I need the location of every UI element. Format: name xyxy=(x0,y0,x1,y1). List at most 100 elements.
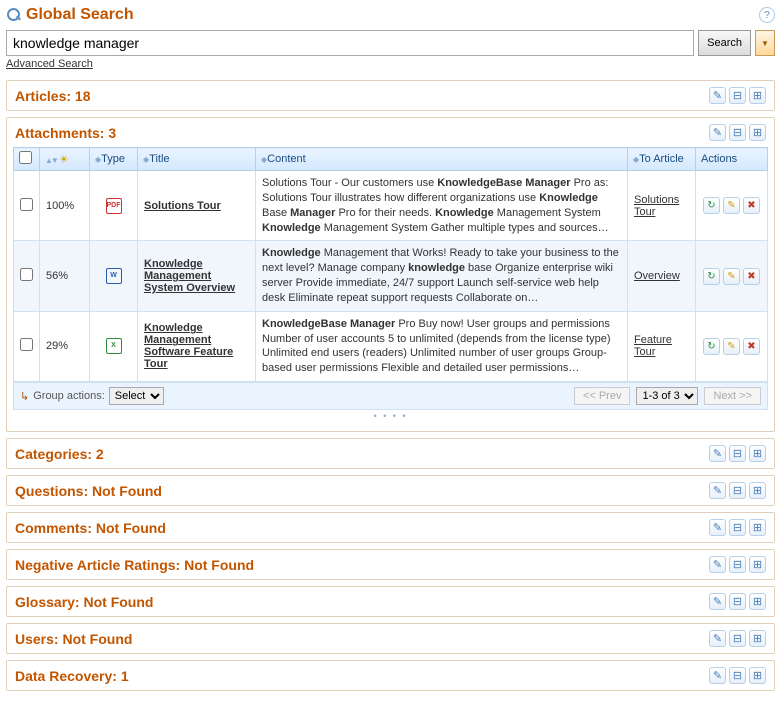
delete-icon[interactable]: ✖ xyxy=(743,268,760,285)
section: Data Recovery: 1 ✎⊟⊞ xyxy=(6,660,775,691)
section-collapse-icon[interactable]: ⊟ xyxy=(729,124,746,141)
section-title: Glossary: Not Found xyxy=(15,594,153,610)
section-title-articles: Articles: 18 xyxy=(15,88,90,104)
col-type[interactable]: ◆Type xyxy=(90,148,138,171)
section-actions: ✎⊟⊞ xyxy=(709,482,766,499)
section-collapse-icon[interactable]: ⊟ xyxy=(729,482,746,499)
section-edit-icon[interactable]: ✎ xyxy=(709,482,726,499)
row-checkbox[interactable] xyxy=(20,338,33,351)
section: Negative Article Ratings: Not Found✎⊟⊞ xyxy=(6,549,775,580)
search-button[interactable]: Search xyxy=(698,30,751,56)
section-collapse-icon[interactable]: ⊟ xyxy=(729,87,746,104)
edit-icon[interactable]: ✎ xyxy=(723,268,740,285)
section-actions: ✎⊟⊞ xyxy=(709,519,766,536)
section-edit-icon[interactable]: ✎ xyxy=(709,87,726,104)
search-dropdown-button[interactable]: ▼ xyxy=(755,30,775,56)
section-title: Data Recovery: 1 xyxy=(15,668,129,684)
refresh-icon[interactable]: ↻ xyxy=(703,197,720,214)
cell-relevance: 100% xyxy=(40,171,90,241)
pager-next[interactable]: Next >> xyxy=(704,387,761,405)
table-footer: ↳ Group actions: Select << Prev 1-3 of 3… xyxy=(13,382,768,410)
refresh-icon[interactable]: ↻ xyxy=(703,338,720,355)
page-title: Global Search xyxy=(26,6,134,24)
pdf-file-icon: PDF xyxy=(106,198,122,214)
section-expand-icon[interactable]: ⊞ xyxy=(749,556,766,573)
edit-icon[interactable]: ✎ xyxy=(723,197,740,214)
section-expand-icon[interactable]: ⊞ xyxy=(749,124,766,141)
section-actions: ✎⊟⊞ xyxy=(709,124,766,141)
section-edit-icon[interactable]: ✎ xyxy=(709,593,726,610)
section: Questions: Not Found ✎⊟⊞ xyxy=(6,475,775,506)
to-article-link[interactable]: Feature Tour xyxy=(634,334,672,358)
section-edit-icon[interactable]: ✎ xyxy=(709,445,726,462)
cell-relevance: 56% xyxy=(40,241,90,311)
pager-prev[interactable]: << Prev xyxy=(574,387,631,405)
section-collapse-icon[interactable]: ⊟ xyxy=(729,519,746,536)
help-icon[interactable]: ? xyxy=(759,7,775,23)
section-title: Questions: Not Found xyxy=(15,483,162,499)
section-title: Users: Not Found xyxy=(15,631,132,647)
section: Users: Not Found ✎⊟⊞ xyxy=(6,623,775,654)
section-actions: ✎⊟⊞ xyxy=(709,556,766,573)
section-collapse-icon[interactable]: ⊟ xyxy=(729,556,746,573)
section-expand-icon[interactable]: ⊞ xyxy=(749,519,766,536)
section-collapse-icon[interactable]: ⊟ xyxy=(729,630,746,647)
select-all-checkbox[interactable] xyxy=(19,151,32,164)
advanced-search-link[interactable]: Advanced Search xyxy=(6,58,93,70)
section-expand-icon[interactable]: ⊞ xyxy=(749,482,766,499)
row-title-link[interactable]: Knowledge Management Software Feature To… xyxy=(144,322,233,370)
cell-relevance: 29% xyxy=(40,311,90,381)
col-relevance[interactable]: ▲▼☀ xyxy=(40,148,90,171)
section-actions: ✎⊟⊞ xyxy=(709,667,766,684)
section-expand-icon[interactable]: ⊞ xyxy=(749,630,766,647)
attachments-table: ▲▼☀ ◆Type ◆Title ◆Content ◆To Article Ac… xyxy=(13,147,768,382)
refresh-icon[interactable]: ↻ xyxy=(703,268,720,285)
search-icon xyxy=(6,7,22,23)
section-edit-icon[interactable]: ✎ xyxy=(709,667,726,684)
resize-grip[interactable]: • • • • xyxy=(13,410,768,427)
section-title-attachments: Attachments: 3 xyxy=(15,125,116,141)
section: Glossary: Not Found ✎⊟⊞ xyxy=(6,586,775,617)
section-actions: ✎⊟⊞ xyxy=(709,593,766,610)
delete-icon[interactable]: ✖ xyxy=(743,338,760,355)
group-arrow-icon: ↳ xyxy=(20,390,29,403)
col-title[interactable]: ◆Title xyxy=(138,148,256,171)
search-input[interactable] xyxy=(6,30,694,56)
cell-content: KnowledgeBase Manager Pro Buy now! User … xyxy=(256,311,628,381)
section-collapse-icon[interactable]: ⊟ xyxy=(729,445,746,462)
group-actions-label: Group actions: xyxy=(33,390,105,402)
cell-content: Knowledge Management that Works! Ready t… xyxy=(256,241,628,311)
section-edit-icon[interactable]: ✎ xyxy=(709,124,726,141)
group-actions-select[interactable]: Select xyxy=(109,387,164,405)
doc-file-icon: W xyxy=(106,268,122,284)
to-article-link[interactable]: Solutions Tour xyxy=(634,194,679,218)
section-edit-icon[interactable]: ✎ xyxy=(709,519,726,536)
delete-icon[interactable]: ✖ xyxy=(743,197,760,214)
xls-file-icon: X xyxy=(106,338,122,354)
section-actions: ✎⊟⊞ xyxy=(709,445,766,462)
cell-content: Solutions Tour - Our customers use Knowl… xyxy=(256,171,628,241)
col-content[interactable]: ◆Content xyxy=(256,148,628,171)
section-expand-icon[interactable]: ⊞ xyxy=(749,87,766,104)
edit-icon[interactable]: ✎ xyxy=(723,338,740,355)
row-checkbox[interactable] xyxy=(20,198,33,211)
row-checkbox[interactable] xyxy=(20,268,33,281)
section-title: Comments: Not Found xyxy=(15,520,166,536)
section-articles: Articles: 18 ✎⊟⊞ xyxy=(6,80,775,111)
pager-range-select[interactable]: 1-3 of 3 xyxy=(636,387,698,405)
section-actions: ✎⊟⊞ xyxy=(709,630,766,647)
section-collapse-icon[interactable]: ⊟ xyxy=(729,667,746,684)
section-expand-icon[interactable]: ⊞ xyxy=(749,593,766,610)
col-checkbox xyxy=(14,148,40,171)
section-edit-icon[interactable]: ✎ xyxy=(709,556,726,573)
section-expand-icon[interactable]: ⊞ xyxy=(749,667,766,684)
row-title-link[interactable]: Knowledge Management System Overview xyxy=(144,258,235,294)
col-to-article[interactable]: ◆To Article xyxy=(628,148,696,171)
section-expand-icon[interactable]: ⊞ xyxy=(749,445,766,462)
table-row: 29% X Knowledge Management Software Featur… xyxy=(14,311,768,381)
row-title-link[interactable]: Solutions Tour xyxy=(144,200,221,212)
to-article-link[interactable]: Overview xyxy=(634,270,680,282)
section: Categories: 2✎⊟⊞ xyxy=(6,438,775,469)
section-collapse-icon[interactable]: ⊟ xyxy=(729,593,746,610)
section-edit-icon[interactable]: ✎ xyxy=(709,630,726,647)
